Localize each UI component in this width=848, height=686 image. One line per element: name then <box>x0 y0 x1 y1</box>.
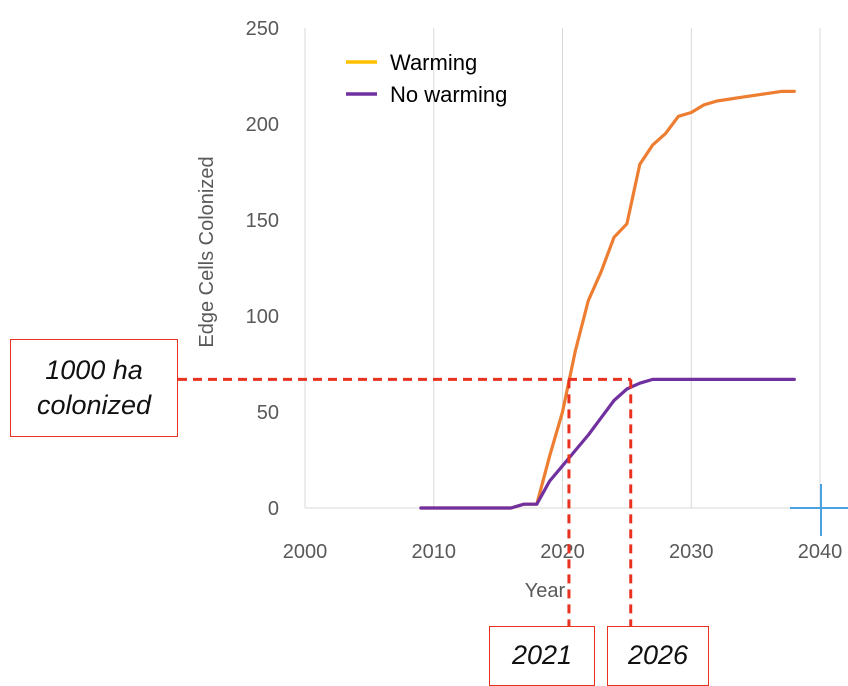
x-tick-2030: 2030 <box>669 541 714 563</box>
y-tick-200: 200 <box>246 114 279 136</box>
year-callout-2026: 2026 <box>607 626 709 686</box>
y-tick-labels: 0 50 100 150 200 250 <box>246 18 279 520</box>
year-callout-2021: 2021 <box>489 626 595 686</box>
series-line-warming <box>419 89 796 510</box>
y-tick-150: 150 <box>246 210 279 232</box>
year-callout-2021-label: 2021 <box>511 640 573 671</box>
y-tick-50: 50 <box>257 402 279 424</box>
threshold-callout-line-2: colonized <box>36 390 152 420</box>
threshold-callout: 1000 ha colonized <box>10 339 178 437</box>
legend: Warming No warming <box>346 50 507 107</box>
series-lines <box>419 89 796 510</box>
annotation-lines <box>178 377 633 626</box>
year-callout-2026-label: 2026 <box>627 640 689 671</box>
crosshair-cursor-icon <box>790 484 848 536</box>
vertical-gridlines <box>304 28 821 509</box>
series-line-no-warming <box>419 377 796 510</box>
x-axis-title: Year <box>525 580 566 602</box>
legend-label-0: Warming <box>390 50 477 75</box>
threshold-callout-line-1: 1000 ha <box>45 354 143 385</box>
y-tick-100: 100 <box>246 306 279 328</box>
x-tick-labels: 2000 2010 2020 2030 2040 <box>283 541 843 563</box>
y-tick-0: 0 <box>268 498 279 520</box>
y-axis-title: Edge Cells Colonized <box>196 156 218 347</box>
x-tick-2000: 2000 <box>283 541 328 563</box>
x-tick-2040: 2040 <box>798 541 843 563</box>
y-tick-250: 250 <box>246 18 279 40</box>
x-tick-2010: 2010 <box>412 541 457 563</box>
x-tick-2020: 2020 <box>540 541 585 563</box>
legend-label-1: No warming <box>390 82 507 107</box>
